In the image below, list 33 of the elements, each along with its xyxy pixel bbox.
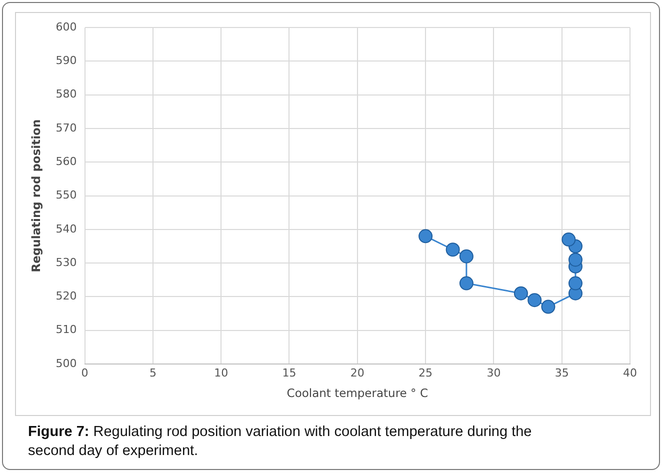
x-tick-label: 20 [350,366,364,380]
point [528,293,542,308]
x-tick-label: 0 [81,366,88,380]
y-tick-label: 520 [56,290,77,303]
y-tick-label: 600 [56,20,77,34]
point [459,249,474,264]
x-tick-label: 35 [554,366,569,380]
y-tick-label: 560 [56,155,77,168]
point [459,276,474,290]
y-axis-title: Regulating rod position [28,119,43,272]
y-tick-label: 570 [56,121,77,134]
y-tick-label: 510 [56,323,77,336]
point [568,252,582,267]
point [418,229,433,244]
x-tick-label: 25 [418,366,433,380]
y-tick-label: 590 [56,54,77,68]
x-axis-title: Coolant temperature ° C [286,386,428,400]
x-tick-label: 15 [282,366,296,380]
x-tick-label: 5 [149,366,156,380]
x-tick-label: 30 [486,366,501,380]
y-tick-label: 580 [56,88,77,101]
y-tick-label: 530 [56,256,77,269]
point [568,276,582,290]
point [562,232,576,247]
point [446,242,460,257]
x-tick-label: 40 [623,366,637,380]
y-tick-label: 550 [56,188,77,202]
point [541,300,556,314]
y-tick-label: 540 [56,222,77,236]
caption: Figure 7: Regulating rod position variation with coolant temperature during the second day of experiment. [28,423,533,461]
point [514,286,528,300]
y-tick-label: 500 [56,356,77,370]
x-tick-label: 10 [214,366,228,380]
